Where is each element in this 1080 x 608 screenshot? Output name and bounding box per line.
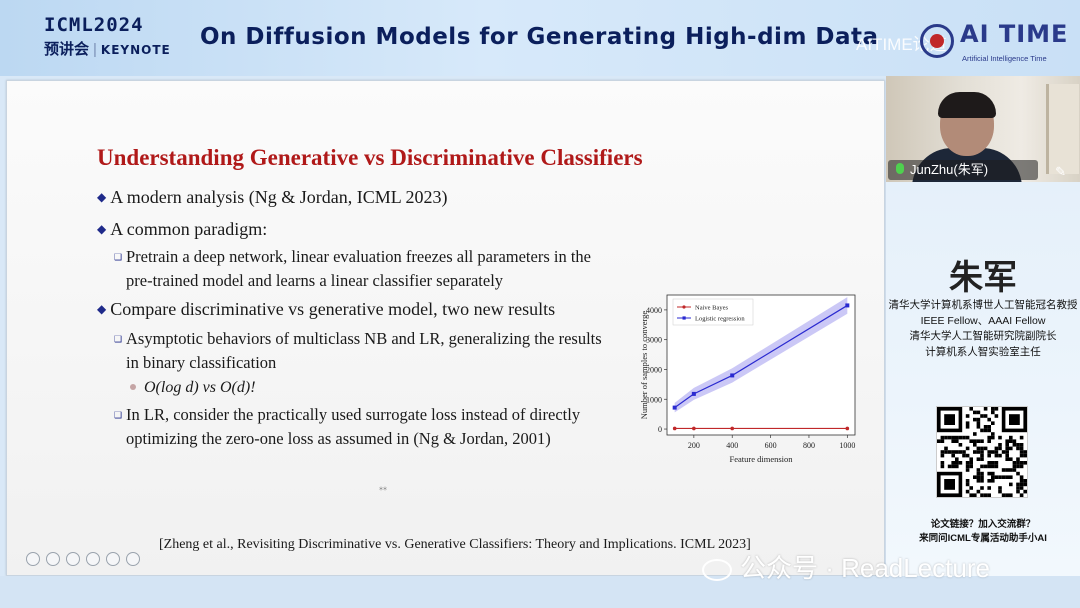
x-tick-label: 800 — [803, 441, 815, 450]
bullet-2: ◆ A common paradigm: — [97, 219, 267, 240]
note-line: 论文链接？加入交流群？ — [930, 519, 1036, 530]
lr-point — [672, 405, 677, 410]
event-subtitle-cn: 预讲会 — [44, 41, 90, 58]
event-brand: ICML2024 预讲会 | KEYNOTE — [44, 14, 171, 59]
event-separator: | — [93, 41, 97, 58]
sub-bullet-1-text: Pretrain a deep network, linear evaluati… — [126, 247, 591, 290]
slide-mark: ⁎⁎ — [379, 483, 387, 492]
lr-point — [691, 391, 696, 396]
camera-name: JunZhu(朱军) — [910, 162, 989, 177]
bullet-3-text: Compare discriminative vs generative mod… — [110, 299, 556, 319]
wechat-watermark-text: 公众号 · ReadLecture — [740, 553, 990, 583]
legend-marker — [682, 316, 686, 320]
nb-point — [845, 426, 850, 431]
next-slide-icon[interactable] — [46, 552, 60, 566]
bookshelf — [1046, 84, 1079, 174]
wechat-watermark: 公众号 · ReadLecture — [702, 548, 990, 585]
lr-confidence-band — [674, 297, 848, 413]
bottom-strip — [0, 576, 1080, 608]
bio-line: IEEE Fellow、AAAI Fellow — [920, 314, 1046, 327]
prev-slide-icon[interactable] — [26, 552, 40, 566]
bio-line: 计算机系人智实验室主任 — [925, 345, 1041, 358]
event-subtitle: 预讲会 | KEYNOTE — [44, 38, 171, 59]
series-line-1 — [674, 304, 848, 409]
zoom-icon[interactable] — [106, 552, 120, 566]
y-tick-label: 4000 — [646, 306, 662, 315]
nb-point — [672, 426, 677, 431]
pen-tool-icon[interactable] — [66, 552, 80, 566]
sub-bullet-3-text: In LR, consider the practically used sur… — [126, 405, 581, 448]
x-tick-label: 400 — [726, 441, 738, 450]
slide-citation: [Zheng et al., Revisiting Discriminative… — [159, 537, 751, 552]
speaker-bio: 清华大学计算机系博世人工智能冠名教授 IEEE Fellow、AAAI Fell… — [886, 298, 1080, 360]
sub-bullet-2: ❑ Asymptotic behaviors of multiclass NB a… — [114, 327, 612, 375]
convergence-chart: 200 400 600 800 1000 0 1000 2000 3000 4000 Feature… — [639, 294, 856, 464]
y-tick-label: 1000 — [646, 395, 662, 404]
x-tick-label: 1000 — [839, 441, 855, 450]
lr-point — [845, 303, 850, 308]
aitime-logo-name: AI TIME — [960, 20, 1069, 48]
diamond-bullet-icon: ◆ — [97, 222, 107, 236]
speaker-camera: JunZhu(朱军) ✎ — [886, 76, 1080, 182]
talk-title: On Diffusion Models for Generating High-… — [200, 24, 879, 50]
speaker-name: 朱军 — [949, 259, 1017, 297]
y-tick-label: 2000 — [646, 365, 662, 374]
edit-icon[interactable]: ✎ — [1055, 164, 1066, 179]
header-banner: ICML2024 预讲会 | KEYNOTE On Diffusion Models… — [0, 0, 1080, 76]
y-tick-label: 3000 — [646, 336, 662, 345]
panel-note: 论文链接？加入交流群？ 来同问ICML专属活动助手小AI — [886, 518, 1080, 546]
y-tick-label: 0 — [658, 425, 662, 434]
y-axis-label: Number of samples to converge — [639, 311, 649, 420]
lr-point — [730, 373, 735, 378]
square-bullet-icon: ❑ — [114, 252, 123, 262]
aitime-logo-icon — [920, 24, 954, 58]
bio-line: 清华大学计算机系博世人工智能冠名教授 — [888, 299, 1078, 311]
nb-point — [730, 426, 735, 431]
qr-code[interactable] — [936, 406, 1028, 498]
dot-bullet-icon — [130, 384, 136, 390]
sub-bullet-1: ❑ Pretrain a deep network, linear evaluat… — [114, 245, 616, 293]
legend-label: Logistic regression — [695, 316, 745, 323]
x-tick-label: 600 — [765, 441, 777, 450]
bullet-3: ◆ Compare discriminative vs generative mo… — [97, 299, 555, 320]
square-bullet-icon: ❑ — [114, 410, 123, 420]
slides-grid-icon[interactable] — [86, 552, 100, 566]
aitime-logo-sub: Artificial Intelligence Time — [962, 54, 1047, 63]
legend-label: Naive Bayes — [695, 305, 729, 312]
microphone-icon — [896, 163, 904, 174]
sub-bullet-3: ❑ In LR, consider the practically used su… — [114, 403, 612, 451]
speaker-info-panel: 朱军 清华大学计算机系博世人工智能冠名教授 IEEE Fellow、AAAI F… — [886, 182, 1080, 576]
presentation-slide: Understanding Generative vs Discriminati… — [6, 80, 885, 576]
aitime-logo: AI TIME Artificial Intelligence Time — [920, 20, 1070, 70]
camera-name-label: JunZhu(朱军) ✎ — [888, 160, 1066, 180]
complexity-note: O(log d) vs O(d)! — [130, 379, 256, 397]
legend-box — [672, 298, 754, 326]
bio-line: 清华大学人工智能研究院副院长 — [909, 330, 1057, 342]
x-axis-label: Feature dimension — [729, 454, 793, 464]
diamond-bullet-icon: ◆ — [97, 302, 107, 316]
legend-marker — [682, 305, 686, 309]
bullet-2-text: A common paradigm: — [110, 219, 268, 239]
wechat-icon — [702, 559, 732, 582]
square-bullet-icon: ❑ — [114, 334, 123, 344]
nb-point — [692, 426, 696, 431]
more-options-icon[interactable] — [126, 552, 140, 566]
x-tick-label: 200 — [688, 441, 700, 450]
sub-bullet-2-text: Asymptotic behaviors of multiclass NB an… — [126, 329, 602, 372]
diamond-bullet-icon: ◆ — [97, 190, 107, 204]
complexity-note-text: O(log d) vs O(d)! — [144, 379, 256, 396]
bullet-1: ◆ A modern analysis (Ng & Jordan, ICML 20… — [97, 187, 448, 208]
slide-title: Understanding Generative vs Discriminati… — [97, 145, 643, 170]
bullet-1-text: A modern analysis (Ng & Jordan, ICML 202… — [110, 187, 448, 207]
note-line: 来同问ICML专属活动助手小AI — [919, 533, 1047, 544]
event-name: ICML2024 — [44, 14, 144, 36]
event-keynote: KEYNOTE — [100, 43, 171, 57]
